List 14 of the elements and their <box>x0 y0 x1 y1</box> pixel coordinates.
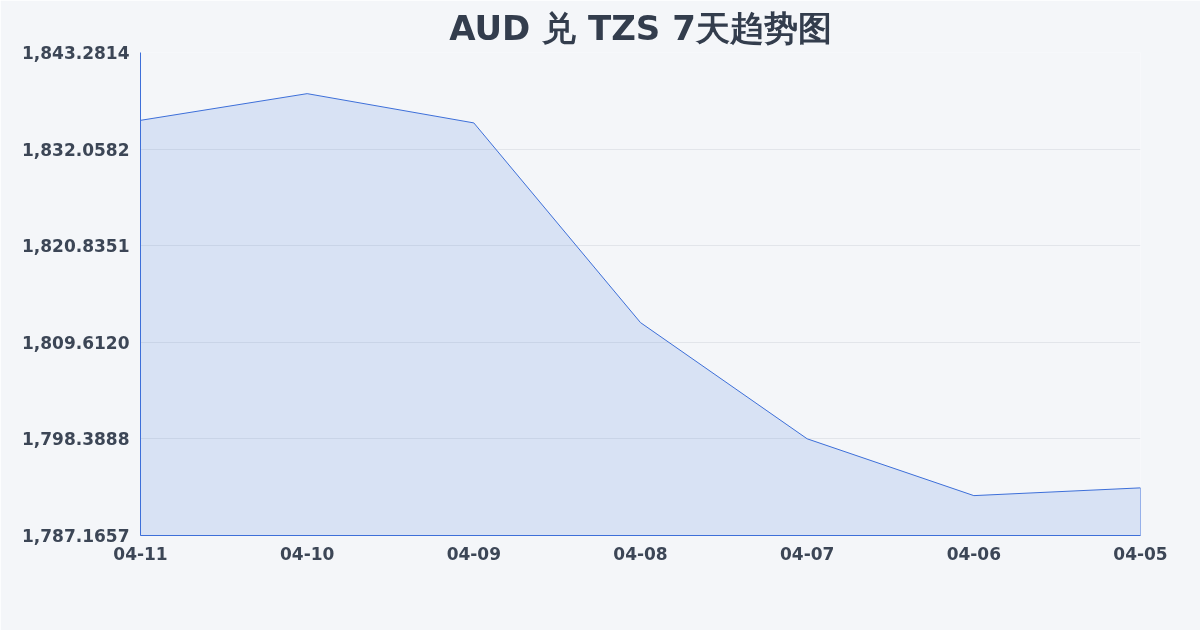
x-tick-label: 04-08 <box>613 543 668 564</box>
y-tick-label: 1,798.3888 <box>21 429 130 450</box>
y-tick-label: 1,843.2814 <box>21 43 130 63</box>
x-tick-label: 04-11 <box>113 543 168 564</box>
y-tick-label: 1,820.8351 <box>21 236 130 257</box>
x-tick-label: 04-06 <box>946 543 1002 564</box>
y-tick-label: 1,787.1657 <box>21 526 130 546</box>
x-tick-label: 04-10 <box>279 543 335 564</box>
y-tick-label: 1,832.0582 <box>21 139 130 160</box>
x-tick-label: 04-05 <box>1113 543 1168 564</box>
x-tick-label: 04-09 <box>446 543 502 564</box>
x-tick-label: 04-07 <box>779 543 835 564</box>
y-tick-label: 1,809.6120 <box>21 332 130 353</box>
chart-title: AUD 兑 TZS 7天趋势图 <box>449 7 832 48</box>
